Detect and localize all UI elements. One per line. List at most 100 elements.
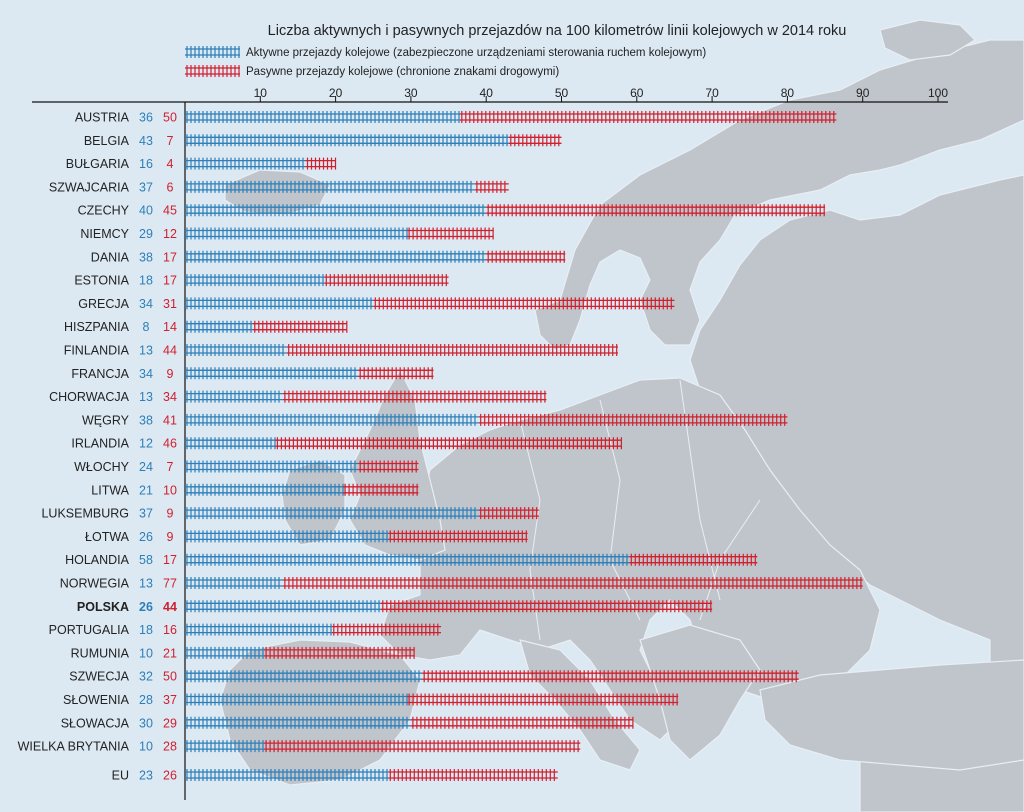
bar-active: [185, 344, 287, 356]
bar-active: [185, 390, 283, 403]
category-label: IRLANDIA: [71, 437, 129, 451]
chart-title: Liczba aktywnych i pasywnych przejazdów …: [268, 23, 847, 39]
category-label: SŁOWENIA: [63, 693, 130, 707]
bar-passive: [275, 437, 622, 450]
x-tick-label: 40: [480, 86, 494, 100]
value-label-active: 28: [139, 693, 153, 707]
bar-passive: [324, 274, 449, 287]
category-label: NORWEGIA: [60, 577, 130, 591]
value-label-passive: 7: [167, 460, 174, 474]
bar-active: [185, 157, 306, 170]
x-tick-label: 10: [254, 86, 268, 100]
category-label: CHORWACJA: [49, 390, 130, 404]
value-label-active: 37: [139, 507, 153, 521]
bar-active: [185, 111, 460, 123]
legend-swatch-active: [185, 46, 240, 58]
value-label-active: 34: [139, 367, 153, 381]
category-label: WŁOCHY: [74, 460, 130, 474]
bar-passive: [407, 227, 494, 240]
value-label-active: 24: [139, 460, 153, 474]
value-label-passive: 29: [163, 716, 177, 730]
bar-row: AUSTRIA 36 50: [75, 111, 837, 125]
x-tick-label: 70: [705, 86, 719, 100]
bar-passive: [252, 320, 348, 333]
value-label-active: 36: [139, 111, 153, 125]
value-label-passive: 77: [163, 577, 177, 591]
bar-active: [185, 740, 265, 753]
bar-passive: [305, 157, 337, 170]
bar-row: HOLANDIA 58 17: [65, 553, 758, 567]
category-label: DANIA: [91, 250, 130, 264]
bar-passive: [264, 740, 581, 753]
bar-passive: [388, 530, 528, 543]
value-label-active: 10: [139, 740, 153, 754]
category-label: SZWAJCARIA: [49, 180, 130, 194]
bar-row: RUMUNIA 10 21: [71, 646, 415, 660]
category-label: LUKSEMBURG: [41, 507, 129, 521]
bar-row: ŁOTWA 26 9: [85, 530, 528, 544]
value-label-passive: 44: [163, 600, 177, 614]
bar-row: LUKSEMBURG 37 9: [41, 507, 539, 521]
bar-passive: [407, 693, 679, 706]
x-tick-label: 80: [781, 86, 795, 100]
bar-passive: [486, 204, 826, 217]
bar-row: GRECJA 34 31: [78, 297, 675, 311]
category-label: POLSKA: [77, 600, 129, 614]
category-label: CZECHY: [78, 204, 130, 218]
bar-row: IRLANDIA 12 46: [71, 437, 622, 451]
bar-active: [185, 320, 253, 333]
bar-row: WŁOCHY 24 7: [74, 460, 419, 474]
bar-active: [185, 577, 283, 589]
value-label-passive: 16: [163, 623, 177, 637]
bar-active: [185, 180, 475, 193]
value-label-passive: 4: [167, 157, 174, 171]
bar-row: FINLANDIA 13 44: [64, 344, 618, 358]
legend-swatch-passive: [185, 65, 240, 77]
value-label-active: 26: [139, 600, 153, 614]
category-label: LITWA: [91, 483, 129, 497]
bar-row: NORWEGIA 13 77: [60, 577, 863, 591]
bar-passive: [410, 716, 634, 729]
bar-row: BUŁGARIA 16 4: [66, 157, 337, 171]
bar-active: [185, 413, 479, 426]
legend-label-passive: Pasywne przejazdy kolejowe (chronione zn…: [246, 66, 559, 78]
bar-passive: [474, 180, 509, 193]
bar-row: LITWA 21 10: [91, 483, 419, 497]
bar-active: [185, 227, 408, 240]
bar-active: [185, 134, 509, 147]
category-label: HOLANDIA: [65, 553, 130, 567]
bar-active: [185, 274, 325, 287]
bar-row: BELGIA 43 7: [84, 134, 562, 148]
value-label-active: 37: [139, 180, 153, 194]
bar-active: [185, 600, 381, 613]
value-label-passive: 26: [163, 769, 177, 783]
category-label: WĘGRY: [82, 413, 130, 427]
bar-row: WĘGRY 38 41: [82, 413, 788, 427]
bar-active: [185, 553, 630, 566]
value-label-active: 40: [139, 204, 153, 218]
bar-passive: [422, 670, 799, 683]
bar-row: FRANCJA 34 9: [71, 367, 434, 381]
value-label-passive: 44: [163, 344, 177, 358]
value-label-passive: 34: [163, 390, 177, 404]
x-axis-ticks: 10 20 30 40 50 60 70 80 90 100: [254, 86, 948, 102]
value-label-active: 12: [139, 437, 153, 451]
bar-active: [185, 460, 359, 473]
bar-active: [185, 716, 411, 729]
bar-rows: AUSTRIA 36 50 BELGIA 43 7 BUŁGARIA 16 4 SZWAJCARI…: [18, 111, 863, 783]
value-label-active: 13: [139, 390, 153, 404]
value-label-active: 26: [139, 530, 153, 544]
bar-passive: [373, 297, 675, 310]
value-label-passive: 9: [167, 507, 174, 521]
value-label-passive: 31: [163, 297, 177, 311]
category-label: NIEMCY: [80, 227, 129, 241]
value-label-active: 23: [139, 769, 153, 783]
x-tick-label: 50: [555, 86, 569, 100]
bar-row: SZWECJA 32 50: [69, 670, 799, 684]
category-label: EU: [112, 769, 129, 783]
bar-row: ESTONIA 18 17: [74, 274, 449, 288]
value-label-active: 18: [139, 623, 153, 637]
value-label-active: 10: [139, 646, 153, 660]
